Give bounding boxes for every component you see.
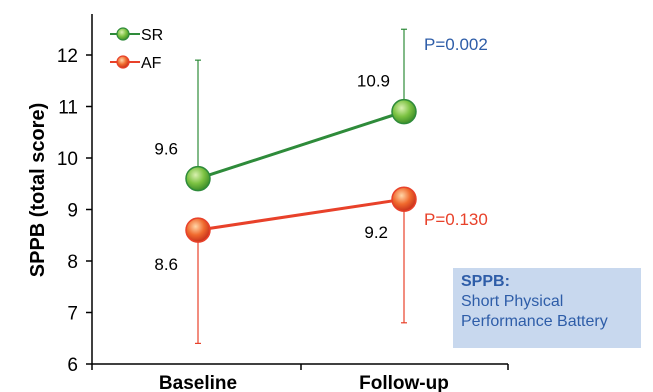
series-line-af	[197, 197, 405, 232]
x-category-label: Baseline	[159, 373, 237, 392]
data-labels: 9.6 10.9 P=0.002 8.6 9.2 P=0.130	[154, 35, 487, 274]
y-tick-label: 10	[57, 149, 78, 170]
y-tick-label: 8	[67, 252, 78, 273]
data-points	[185, 98, 417, 243]
legend: SR AF	[110, 27, 163, 72]
error-bars	[195, 28, 407, 344]
legend-label-af: AF	[141, 55, 162, 72]
series-lines	[197, 110, 405, 232]
data-point-sr	[185, 165, 211, 192]
y-tick-label: 9	[67, 201, 78, 222]
legend-marker-sr	[116, 27, 130, 41]
y-tick-label: 11	[58, 98, 78, 119]
data-point-af	[391, 186, 417, 212]
series-line-sr	[197, 110, 405, 181]
data-point-af	[185, 217, 211, 243]
legend-marker-af	[116, 55, 130, 69]
data-label-sr: 10.9	[357, 72, 390, 91]
y-tick-label: 7	[67, 304, 78, 325]
note-title: SPPB:	[461, 273, 510, 290]
p-value-af: P=0.130	[424, 210, 488, 229]
y-tick-label: 12	[57, 46, 78, 67]
note-line-2: Performance Battery	[461, 313, 608, 330]
definition-note: SPPB: Short Physical Performance Battery	[453, 268, 641, 348]
y-axis-title: SPPB (total score)	[27, 103, 49, 277]
y-tick-label: 6	[67, 355, 78, 376]
data-point-sr	[391, 98, 417, 125]
data-label-af: 9.2	[364, 223, 388, 242]
x-category-label: Follow-up	[359, 373, 449, 392]
legend-label-sr: SR	[141, 27, 163, 44]
p-value-sr: P=0.002	[424, 35, 488, 54]
axes: 6 7 8 9 10 11 12 Baseline Follow-up	[57, 14, 509, 392]
note-line-1: Short Physical	[461, 293, 564, 310]
data-label-af: 8.6	[154, 255, 178, 274]
data-label-sr: 9.6	[154, 140, 178, 159]
